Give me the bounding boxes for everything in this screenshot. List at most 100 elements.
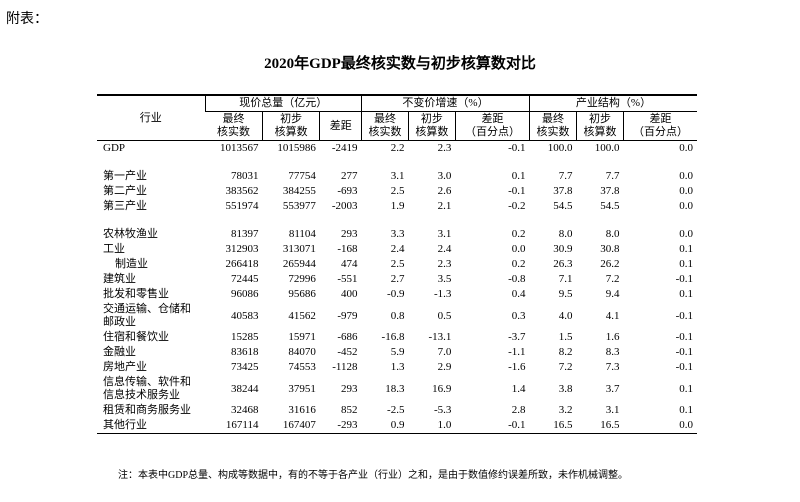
cell: 167407 bbox=[262, 418, 320, 434]
cell: 9.4 bbox=[605, 288, 620, 300]
cell: 54.5 bbox=[553, 200, 573, 212]
cell: -1.3 bbox=[433, 288, 452, 300]
column-header: 差距 bbox=[319, 111, 362, 141]
cell: -0.1 bbox=[508, 142, 526, 154]
cell: 41562 bbox=[288, 309, 316, 322]
cell: 18.3 bbox=[385, 382, 405, 395]
cell: 0.2 bbox=[511, 228, 526, 240]
corner-header: 行业 bbox=[97, 94, 205, 141]
cell: 1015986 bbox=[277, 142, 316, 154]
column-group-header: 产业结构（%） bbox=[529, 94, 697, 112]
data-row: 其他行业 167114 167407 -293 0.9 1.0 -0.1 16.5 16.5 0.… bbox=[97, 418, 697, 434]
cell: -0.1 bbox=[675, 331, 693, 343]
cell: 54.5 bbox=[600, 200, 620, 212]
cell: 1.0 bbox=[408, 418, 456, 434]
cell: 2.3 bbox=[437, 142, 452, 154]
data-row: GDP 1013567 1015986 -2419 2.2 2.3 -0.1 100.0 100… bbox=[97, 141, 697, 157]
cell: 1.5 bbox=[558, 331, 573, 343]
cell: 7.2 bbox=[605, 273, 620, 285]
cell: 83618 bbox=[230, 346, 259, 358]
cell: -0.1 bbox=[508, 185, 526, 197]
cell: 2.7 bbox=[390, 273, 405, 285]
cell: 8.0 bbox=[558, 228, 573, 240]
cell: 40583 bbox=[230, 309, 259, 322]
data-row: 批发和零售业 96086 95686 400 -0.9 -1.3 0.4 9.5 9.4 0.1 bbox=[97, 287, 697, 302]
cell: 0.1 bbox=[679, 258, 693, 270]
cell: 38244 bbox=[230, 382, 259, 395]
column-header: 最终 核实数 bbox=[205, 111, 263, 141]
cell: 0.1 bbox=[679, 243, 693, 255]
data-row: 租赁和商务服务业 32468 31616 852 -2.5 -5.3 2.8 3.2 3.1 0.… bbox=[97, 403, 697, 418]
cell: 0.2 bbox=[511, 258, 526, 270]
spacer-cell bbox=[97, 156, 697, 169]
table-body: GDP 1013567 1015986 -2419 2.2 2.3 -0.1 100.0 100… bbox=[97, 141, 697, 434]
cell: 2.8 bbox=[511, 404, 526, 416]
cell: 1.4 bbox=[511, 382, 526, 395]
cell: 72445 bbox=[230, 273, 259, 285]
cell: 3.0 bbox=[437, 170, 452, 182]
cell: 0.0 bbox=[679, 200, 693, 212]
row-label: 建筑业 bbox=[103, 273, 136, 285]
cell: 7.7 bbox=[605, 170, 620, 182]
cell: 2.5 bbox=[390, 258, 405, 270]
row-label: 第三产业 bbox=[103, 200, 147, 212]
cell: -0.2 bbox=[508, 200, 526, 212]
cell: 9.5 bbox=[558, 288, 573, 300]
cell: 2.5 bbox=[390, 185, 405, 197]
data-row: 第一产业 78031 77754 277 3.1 3.0 0.1 7.7 7.7 0.0 bbox=[97, 169, 697, 184]
cell: 0.8 bbox=[390, 309, 405, 322]
cell: -0.1 bbox=[675, 273, 693, 285]
row-label: GDP bbox=[103, 142, 126, 154]
cell: 1.9 bbox=[390, 200, 405, 212]
cell: -979 bbox=[337, 309, 358, 322]
cell: 81104 bbox=[288, 228, 316, 240]
row-label: 第二产业 bbox=[103, 185, 147, 197]
column-header: 初步 核算数 bbox=[261, 111, 320, 141]
cell: 2.6 bbox=[437, 185, 452, 197]
cell: 37951 bbox=[288, 382, 316, 395]
row-label: 第一产业 bbox=[103, 170, 147, 182]
column-header: 差距 （百分点） bbox=[454, 111, 530, 141]
cell: 30.9 bbox=[553, 243, 573, 255]
cell: 8.2 bbox=[558, 346, 573, 358]
cell: 7.2 bbox=[558, 361, 573, 373]
data-row: 金融业 83618 84070 -452 5.9 7.0 -1.1 8.2 8.3 -0.1 bbox=[97, 345, 697, 360]
data-table: 行业 现价总量（亿元） 不变价增速（%） 产业结构（%） 最终 核实数 初步 核算数差… bbox=[97, 94, 697, 434]
data-row: 第三产业 551974 553977 -2003 1.9 2.1 -0.2 54.5 54.5 0… bbox=[97, 199, 697, 214]
cell: 312903 bbox=[225, 243, 259, 255]
cell: 4.1 bbox=[605, 309, 620, 322]
cell: -2.5 bbox=[387, 404, 405, 416]
cell: 277 bbox=[341, 170, 358, 182]
data-row: 交通运输、仓储和邮政业 40583 41562 -979 0.8 0.5 0.3 4.0 4.1… bbox=[97, 302, 697, 330]
cell: 0.0 bbox=[511, 243, 526, 255]
cell: 0.1 bbox=[511, 170, 526, 182]
data-row: 住宿和餐饮业 15285 15971 -686 -16.8 -13.1 -3.7 1.5 1.6… bbox=[97, 330, 697, 345]
data-row: 房地产业 73425 74553 -1128 1.3 2.9 -1.6 7.2 7.3 -0.1 bbox=[97, 360, 697, 375]
cell: 100.0 bbox=[594, 142, 620, 154]
spacer-cell bbox=[97, 214, 697, 227]
cell: -0.8 bbox=[508, 273, 526, 285]
cell: 383562 bbox=[225, 185, 259, 197]
row-label: 房地产业 bbox=[103, 361, 147, 373]
cell: 2.1 bbox=[437, 200, 452, 212]
cell: 2.4 bbox=[437, 243, 452, 255]
row-label: 住宿和餐饮业 bbox=[103, 331, 169, 343]
cell: 7.3 bbox=[605, 361, 620, 373]
cell: -0.1 bbox=[675, 309, 693, 322]
row-label: 制造业 bbox=[115, 258, 148, 270]
column-header: 最终 核实数 bbox=[361, 111, 409, 141]
cell: 84070 bbox=[288, 346, 316, 358]
column-header: 最终 核实数 bbox=[529, 111, 577, 141]
cell: -5.3 bbox=[433, 404, 452, 416]
cell: 3.2 bbox=[558, 404, 573, 416]
column-header: 初步 核算数 bbox=[575, 111, 624, 141]
cell: 31616 bbox=[288, 404, 316, 416]
cell: 32468 bbox=[230, 404, 259, 416]
row-label: 金融业 bbox=[103, 346, 136, 358]
cell: -452 bbox=[337, 346, 358, 358]
data-row: 建筑业 72445 72996 -551 2.7 3.5 -0.8 7.1 7.2 -0.1 bbox=[97, 272, 697, 287]
cell: 3.7 bbox=[605, 382, 620, 395]
cell: 474 bbox=[341, 258, 358, 270]
cell: 266418 bbox=[225, 258, 259, 270]
data-row: 制造业 266418 265944 474 2.5 2.3 0.2 26.3 26.2 0.1 bbox=[97, 257, 697, 272]
